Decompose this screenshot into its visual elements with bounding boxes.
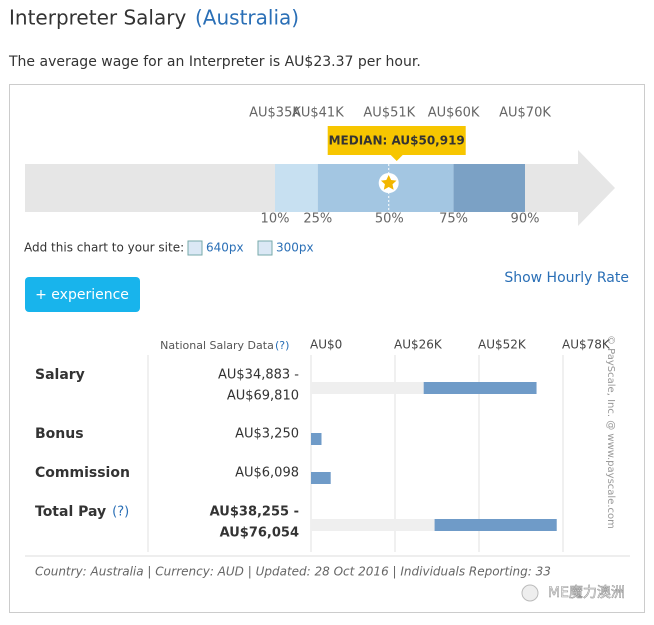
row-value: AU$3,250 <box>235 427 299 442</box>
percentile-label: 90% <box>511 212 540 227</box>
percentile-label: 25% <box>303 212 332 227</box>
x-tick-label: AU$52K <box>478 338 527 352</box>
row-label: Salary <box>35 367 85 383</box>
watermark: ME魔力澳洲 <box>548 585 625 601</box>
x-tick-label: AU$0 <box>310 338 342 352</box>
watermark-icon <box>521 584 539 602</box>
embed-text: Add this chart to your site: <box>24 241 184 255</box>
percentile-label: 50% <box>375 212 404 227</box>
embed-link[interactable]: 300px <box>276 241 314 255</box>
row-label: Commission <box>35 465 130 481</box>
percentile-band <box>317 164 390 212</box>
percentile-label: 75% <box>439 212 468 227</box>
row-value: AU$76,054 <box>220 526 299 541</box>
row-label: Total Pay <box>35 504 106 520</box>
row-value: AU$38,255 - <box>210 505 299 520</box>
title: Interpreter Salary <box>9 6 186 30</box>
percentile-band <box>275 164 318 212</box>
median-star <box>380 175 397 190</box>
range-bar <box>423 382 537 394</box>
median-callout <box>327 126 466 161</box>
tick-label: AU$51K <box>363 106 415 121</box>
row-value: AU$34,883 - <box>218 368 299 383</box>
help-link[interactable]: (?) <box>275 339 289 352</box>
percentile-band <box>389 164 454 212</box>
button-label[interactable]: + experience <box>35 287 129 303</box>
embed-icon <box>257 240 273 256</box>
copyright: © PayScale, Inc. @ www.payscale.com <box>605 335 616 529</box>
hourly-link[interactable]: Show Hourly Rate <box>504 270 629 286</box>
help-link[interactable]: (?) <box>112 505 129 520</box>
row-value: AU$6,098 <box>235 466 299 481</box>
median-label: MEDIAN: AU$50,919 <box>329 134 465 148</box>
summary: The average wage for an Interpreter is A… <box>8 54 421 70</box>
experience-button[interactable] <box>25 277 140 312</box>
tick-label: AU$35K <box>249 106 301 121</box>
value-bar <box>311 472 331 484</box>
percentile-label: 10% <box>261 212 290 227</box>
footer: Country: Australia | Currency: AUD | Upd… <box>35 565 551 579</box>
percentile-band <box>453 164 525 212</box>
tick-label: AU$70K <box>499 106 551 121</box>
tick-label: AU$60K <box>428 106 480 121</box>
value-bar <box>311 433 322 445</box>
row-value: AU$69,810 <box>227 389 299 404</box>
tick-label: AU$41K <box>292 106 344 121</box>
x-tick-label: AU$78K <box>562 338 611 352</box>
range-bar <box>434 519 557 531</box>
row-label: Bonus <box>35 426 84 442</box>
embed-link[interactable]: 640px <box>206 241 244 255</box>
embed-icon <box>187 240 203 256</box>
x-tick-label: AU$26K <box>394 338 443 352</box>
table-heading: National Salary Data <box>160 339 274 352</box>
country-link[interactable]: (Australia) <box>195 6 299 30</box>
